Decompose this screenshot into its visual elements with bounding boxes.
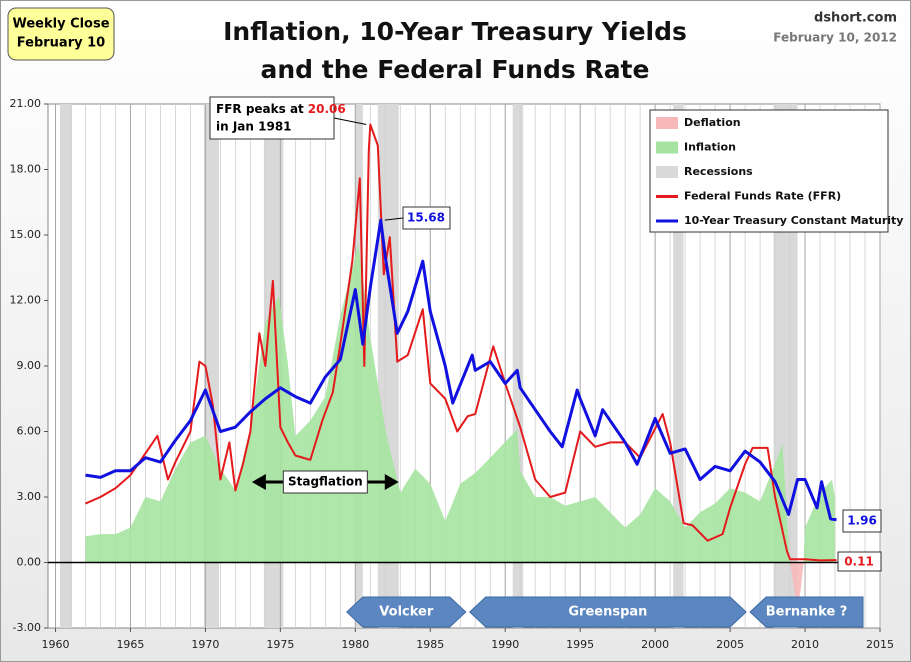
y-tick-label: -3.00 <box>13 621 41 634</box>
badge-line: Weekly Close <box>12 17 109 32</box>
badge <box>7 7 115 61</box>
chair-arrow <box>749 596 864 628</box>
last-value: 0.11 <box>844 555 874 569</box>
chart-title: and the Federal Funds Rate <box>261 55 650 84</box>
legend-swatch <box>656 141 678 154</box>
x-tick-label: 1975 <box>266 638 294 651</box>
annotation-text: FFR peaks at <box>216 102 304 116</box>
annotation-arrow <box>384 217 404 221</box>
x-tick-label: 1990 <box>491 638 519 651</box>
y-tick-label: 3.00 <box>17 490 42 503</box>
y-tick-label: 12.00 <box>10 294 42 307</box>
badge-line: February 10 <box>17 36 105 51</box>
legend-label: 10-Year Treasury Constant Maturity <box>684 214 903 227</box>
y-tick-label: 9.00 <box>17 359 42 372</box>
x-tick-label: 1980 <box>341 638 369 651</box>
last-value: 1.96 <box>847 514 877 528</box>
legend-label: Federal Funds Rate (FFR) <box>684 190 841 203</box>
stagflation-label: Stagflation <box>288 475 363 489</box>
annotation-arrow <box>333 117 367 126</box>
recession-band <box>512 104 524 628</box>
value-box <box>837 551 882 572</box>
value-box <box>842 509 882 533</box>
x-tick-label: 1965 <box>116 638 144 651</box>
chart-title: Inflation, 10-Year Treasury Yields <box>223 17 687 46</box>
y-tick-label: 18.00 <box>10 163 42 176</box>
x-tick-label: 2000 <box>641 638 669 651</box>
y-tick-label: 21.00 <box>10 97 42 110</box>
annotation: in Jan 1981 <box>216 120 292 134</box>
peak-value: 20.06 <box>308 102 346 116</box>
legend-label: Inflation <box>684 141 736 154</box>
area <box>790 562 804 607</box>
legend-swatch <box>656 166 678 178</box>
line <box>85 123 837 562</box>
legend-label: Deflation <box>684 116 741 129</box>
x-tick-label: 2005 <box>716 638 744 651</box>
y-tick-label: 6.00 <box>17 425 42 438</box>
x-tick-label: 2010 <box>791 638 819 651</box>
chair-arrow <box>469 596 747 628</box>
legend-swatch <box>656 117 678 129</box>
date: February 10, 2012 <box>773 31 897 45</box>
legend-label: Recessions <box>684 165 753 178</box>
recession-band <box>59 104 72 628</box>
recession-band <box>673 104 684 628</box>
chair-label: Volcker <box>379 605 434 620</box>
y-tick-label: 15.00 <box>10 228 42 241</box>
legend-box <box>649 109 889 233</box>
x-tick-label: 1995 <box>566 638 594 651</box>
chair-arrow <box>346 596 467 628</box>
stagflation-box <box>282 470 368 494</box>
peak-value: 15.68 <box>407 211 445 225</box>
arrow-head <box>251 474 266 490</box>
chair-label: Bernanke ? <box>766 605 848 620</box>
source: dshort.com <box>814 11 897 26</box>
arrow-head <box>384 474 399 490</box>
x-tick-label: 1985 <box>416 638 444 651</box>
x-tick-label: 2015 <box>866 638 894 651</box>
x-tick-label: 1960 <box>41 638 69 651</box>
line <box>85 218 837 522</box>
y-tick-label: 0.00 <box>17 556 42 569</box>
chair-label: Greenspan <box>568 605 647 620</box>
x-tick-label: 1970 <box>191 638 219 651</box>
annotation: FFR peaks at 20.06 <box>216 102 346 116</box>
